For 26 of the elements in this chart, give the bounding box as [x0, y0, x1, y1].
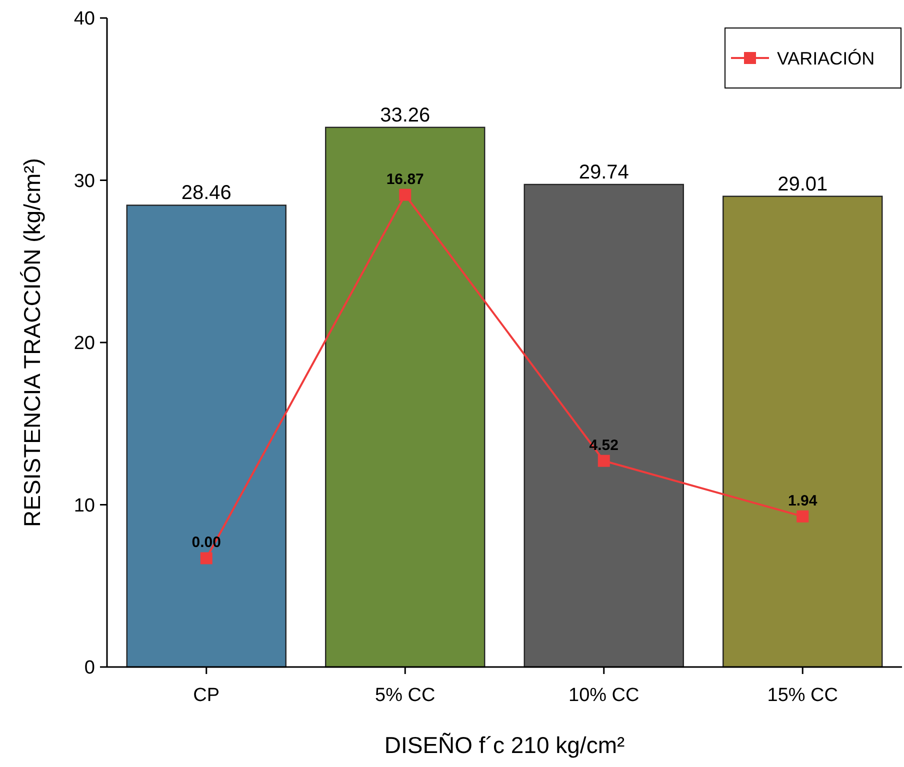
data-label: 28.46: [181, 182, 232, 204]
y-axis-title: RESISTENCIA TRACCIÓN (kg/cm²): [19, 158, 45, 527]
point: [399, 188, 412, 201]
point: [796, 510, 809, 522]
point: [598, 454, 610, 467]
legend-label: VARIACIÓN: [777, 48, 875, 68]
x-tick-label: CP: [193, 685, 220, 706]
bar: [325, 126, 486, 668]
y-tick-label: 0: [84, 658, 95, 679]
x-tick-label: 5% CC: [375, 685, 436, 706]
x-tick-label: 10% CC: [568, 685, 640, 706]
x-axis-title: DISEÑO f´c 210 kg/cm²: [384, 732, 625, 758]
y-tick-label: 10: [74, 495, 95, 516]
data-label: 33.26: [380, 104, 430, 126]
y-tick-label: 30: [74, 170, 95, 192]
x-tick-label: 15% CC: [767, 685, 838, 706]
y-tick-label: 20: [74, 333, 95, 354]
data-label: 29.74: [578, 161, 629, 184]
bar: [126, 204, 286, 668]
data-label: 29.01: [778, 173, 828, 196]
point: [200, 552, 212, 564]
data-label: 16.87: [386, 170, 424, 188]
bar: [722, 196, 883, 668]
data-label: 1.94: [788, 492, 818, 510]
bar: [524, 184, 684, 668]
y-tick-label: 40: [74, 8, 95, 30]
